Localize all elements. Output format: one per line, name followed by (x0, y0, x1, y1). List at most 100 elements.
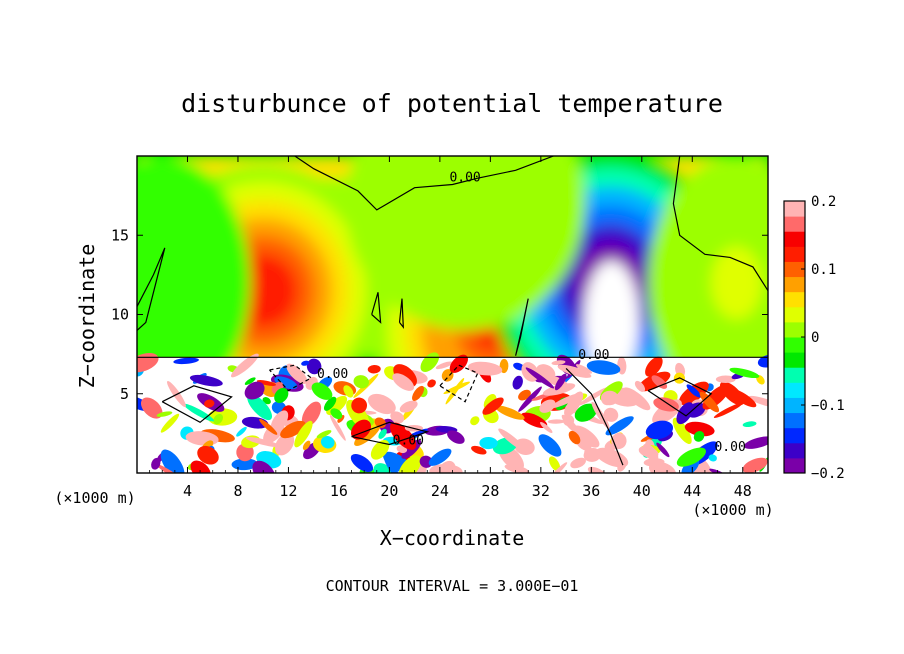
contour-zero-mid (515, 298, 529, 356)
x-tick-label: 44 (683, 482, 701, 500)
contour-label-3: 0.00 (393, 433, 424, 448)
colorbar-swatch (784, 231, 805, 247)
lower-blob (367, 393, 396, 415)
lower-blob (274, 387, 289, 404)
lower-blob (643, 458, 665, 467)
lower-blob (518, 389, 531, 401)
contour-lower-d (647, 377, 713, 417)
lower-blob (538, 434, 562, 457)
lower-blob (645, 420, 674, 440)
lower-blob (676, 402, 694, 425)
lower-blob (306, 358, 322, 375)
lower-blob (301, 360, 310, 366)
lower-blob (245, 436, 281, 448)
lower-blob (715, 375, 736, 384)
lower-blob (286, 363, 308, 384)
lower-blob (140, 397, 163, 419)
lower-blob (482, 397, 504, 415)
x-tick-label: 4 (183, 482, 192, 500)
lower-blob (539, 399, 556, 413)
lower-blob (575, 364, 593, 374)
lower-blob (367, 364, 381, 374)
lower-blob (498, 428, 526, 452)
lower-blob (270, 410, 289, 433)
lower-blob (547, 419, 565, 424)
y-tick-label: 5 (120, 385, 129, 403)
lower-blob (676, 447, 707, 467)
lower-blob (311, 382, 333, 400)
colorbar-swatch (784, 201, 805, 217)
lower-blob (320, 436, 335, 449)
lower-blob (504, 464, 530, 473)
lower-blob (351, 397, 367, 414)
lower-blob (156, 411, 173, 417)
lower-blob (316, 430, 332, 439)
colorbar-swatch (784, 412, 805, 429)
lower-blob (441, 369, 454, 382)
lower-blob (470, 416, 480, 426)
contour-lines (137, 156, 768, 466)
lower-blob (302, 440, 311, 450)
lower-blob (742, 421, 757, 428)
colorbar-tick-label: 0.2 (811, 194, 836, 210)
lower-blob (350, 453, 374, 473)
contour-zero-small-2 (398, 298, 404, 330)
x-tick-label: 32 (532, 482, 550, 500)
lower-blob (551, 360, 566, 366)
colorbar-swatch (784, 337, 805, 353)
field-level-0-6 (246, 272, 281, 309)
lower-blob (275, 432, 295, 456)
lower-blob (638, 446, 659, 459)
lower-blob (584, 448, 597, 460)
lower-blob (748, 395, 768, 408)
lower-blob (600, 390, 619, 406)
colorbar-swatch (784, 261, 805, 278)
lower-blob (586, 360, 621, 375)
lower-blob (573, 425, 600, 448)
lower-blob (471, 445, 487, 455)
colorbar-swatch (784, 306, 805, 323)
contour-lower-e (351, 421, 430, 446)
lower-blob (330, 408, 343, 420)
lower-blob (713, 402, 743, 418)
x-tick-label: 16 (330, 482, 348, 500)
lower-blob (370, 439, 390, 460)
lower-blob (467, 361, 503, 376)
lower-blob (570, 457, 586, 469)
lower-blob (684, 421, 715, 437)
y-axis-label: Z−coordinate (75, 244, 99, 389)
lower-blob (274, 376, 298, 390)
lower-blob (252, 460, 276, 473)
contour-lower-a (269, 364, 313, 392)
lower-blob (244, 377, 256, 385)
lower-blob (213, 413, 224, 425)
lower-blob (550, 393, 580, 409)
x-tick-label: 8 (233, 482, 242, 500)
lower-blob (244, 381, 265, 400)
lower-blob (743, 436, 768, 449)
lower-blob (190, 460, 211, 473)
lower-blob (236, 426, 247, 437)
lower-blob (564, 391, 584, 417)
lower-blob (378, 428, 387, 439)
lower-blob (231, 353, 259, 378)
x-tick-label: 20 (380, 482, 398, 500)
colorbar-tick-label: 0 (811, 330, 819, 346)
lower-blob (742, 457, 768, 473)
x-unit-right: (×1000 m) (692, 501, 773, 519)
lower-blob (390, 422, 417, 450)
chart-title: disturbunce of potential temperature (181, 89, 723, 118)
lower-blob (634, 380, 646, 392)
lower-blob (518, 386, 542, 412)
lower-blob (189, 374, 223, 387)
lower-blob (557, 364, 592, 378)
colorbar-swatch (784, 321, 805, 338)
lower-blob (605, 416, 634, 436)
lower-blob (568, 430, 581, 445)
colorbar-swatch (784, 216, 805, 232)
y-tick-label: 10 (111, 306, 129, 324)
lower-blob (399, 400, 418, 413)
lower-blob (197, 445, 219, 465)
colorbar-tick-label: −0.2 (811, 466, 845, 482)
